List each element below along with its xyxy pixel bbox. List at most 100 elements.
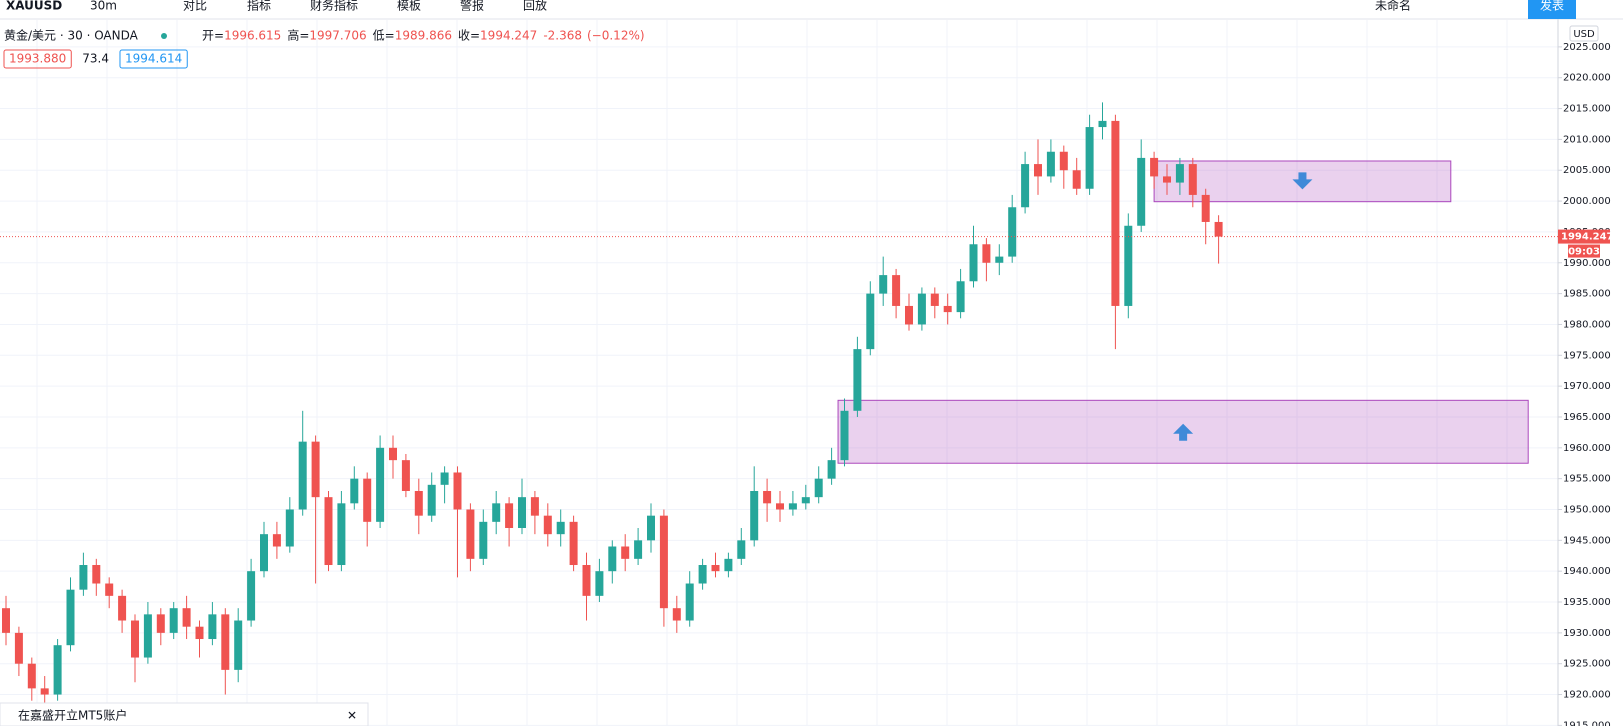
promo-text[interactable]: 在嘉盛开立MT5账户 [18, 708, 127, 723]
promo-close[interactable]: ✕ [347, 709, 357, 723]
candle-body [234, 620, 243, 670]
candle-body [260, 534, 268, 572]
y-tick-label: 2015.000 [1563, 104, 1611, 115]
interval[interactable]: 30m [90, 0, 117, 13]
toolbar-item[interactable]: 财务指标 [310, 0, 358, 13]
candle-body [969, 244, 978, 282]
indicators: 1993.880 73.4 1994.614 [3, 49, 188, 69]
candle-body [2, 608, 10, 633]
candle-body [466, 509, 475, 559]
candles [2, 102, 1223, 707]
y-tick-label: 2000.000 [1563, 196, 1611, 207]
legend-text: 1989.866 [395, 29, 452, 43]
candle-body [324, 497, 333, 566]
candle-body [543, 515, 552, 535]
candle-body [131, 620, 139, 658]
indicator-box [3, 49, 72, 69]
candle-body [363, 478, 372, 522]
candle-body [917, 293, 926, 325]
legend-text: 高= [287, 28, 309, 43]
toolbar-item[interactable]: 回放 [523, 0, 547, 13]
y-tick-label: 1955.000 [1563, 474, 1611, 485]
candle-body [827, 460, 836, 479]
candle-body [530, 497, 539, 516]
promo-box [0, 702, 369, 726]
candle-body [505, 503, 514, 528]
last-price-label: 1994.247 [1561, 232, 1614, 243]
candle-body [853, 349, 862, 411]
y-tick-label: 1930.000 [1563, 628, 1611, 639]
candle-body [750, 490, 759, 541]
currency-box[interactable] [1569, 25, 1599, 42]
y-tick-label: 2020.000 [1563, 73, 1611, 84]
y-tick-label: 1980.000 [1563, 319, 1611, 330]
ohlc-legend: 开= 1996.615 高= 1997.706 低= 1989.866 收= 1994.247… [202, 28, 645, 43]
candle-body [943, 305, 952, 313]
legend-text: 1996.615 [224, 29, 281, 43]
candle-body [285, 509, 294, 547]
candle-body [453, 472, 462, 510]
candle-body [1137, 157, 1146, 226]
candle-body [1072, 170, 1081, 189]
toolbar [0, 0, 1623, 19]
candle-body [930, 293, 939, 306]
candle-body [763, 490, 772, 504]
candle-body [840, 410, 849, 461]
candle-body [801, 497, 810, 504]
indicator-value: 73.4 [82, 52, 109, 66]
zone-arrow [1292, 172, 1313, 190]
zones [837, 160, 1529, 464]
candle-body [492, 503, 501, 522]
candle-body [788, 503, 797, 510]
layout-name[interactable]: 未命名 [1375, 0, 1411, 13]
candle-body [866, 293, 875, 350]
candle-body [1150, 157, 1159, 177]
candle-body [1098, 120, 1107, 128]
last-price-box [1558, 229, 1610, 244]
y-tick-label: 1965.000 [1563, 412, 1611, 423]
candle-body [634, 540, 643, 559]
legend-text: (−0.12%) [587, 29, 645, 43]
candle-body [1163, 176, 1171, 183]
legend-text: 收= [458, 29, 480, 43]
symbol[interactable]: XAUUSD [6, 0, 62, 13]
publish-button[interactable] [1528, 0, 1576, 19]
candle-body [1008, 207, 1017, 257]
candle-body [1046, 151, 1055, 177]
candle-body [608, 546, 617, 572]
candle-body [208, 614, 217, 640]
candle-body [143, 614, 152, 658]
candle-body [1034, 164, 1042, 177]
y-tick-label: 1940.000 [1563, 566, 1611, 577]
status-dot [161, 33, 167, 39]
candle-body [40, 688, 49, 695]
candle-body [1085, 127, 1094, 189]
legend-text: 1994.247 [480, 29, 537, 43]
toolbar-item[interactable]: 指标 [247, 0, 271, 13]
toolbar-item[interactable]: 警报 [460, 0, 484, 13]
candle-body [659, 515, 668, 609]
y-tick-label: 1915.000 [1563, 720, 1611, 726]
y-tick-label: 1925.000 [1563, 659, 1611, 670]
candle-body [879, 275, 888, 294]
y-tick-label: 1985.000 [1563, 289, 1611, 300]
y-tick-label: 1970.000 [1563, 381, 1611, 392]
candle-body [905, 305, 913, 325]
candle-body [272, 534, 281, 547]
y-tick-label: 1950.000 [1563, 504, 1611, 515]
y-tick-label: 2025.000 [1563, 42, 1611, 53]
candle-body [337, 503, 346, 566]
candle-body [1111, 120, 1120, 306]
toolbar-item[interactable]: 模板 [397, 0, 421, 13]
zone-arrow [1173, 423, 1194, 441]
toolbar-item[interactable]: 对比 [183, 0, 207, 13]
y-tick-label: 1990.000 [1563, 258, 1611, 269]
legend-text: 低= [373, 29, 395, 43]
y-tick-label: 1975.000 [1563, 350, 1611, 361]
legend-text: 1997.706 [309, 29, 366, 43]
candle-body [350, 478, 359, 504]
candle-body [698, 565, 707, 584]
candle-body [724, 558, 733, 572]
candle-body [118, 595, 127, 621]
